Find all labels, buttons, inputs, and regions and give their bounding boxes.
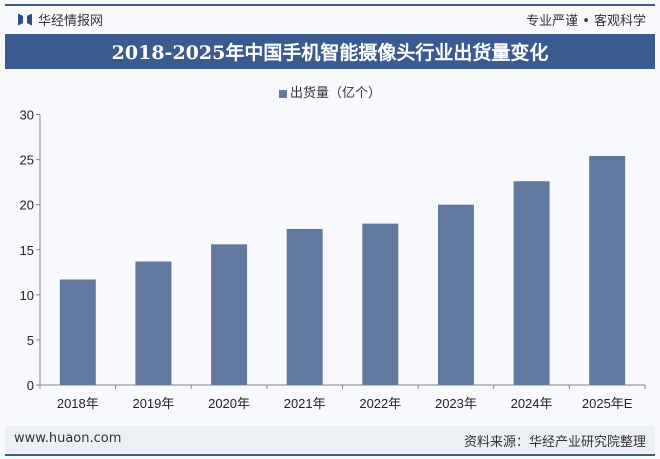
bar <box>513 181 550 385</box>
bar <box>59 279 96 385</box>
legend: 出货量（亿个） <box>0 82 660 101</box>
y-tick-label: 0 <box>27 378 34 393</box>
x-tick-label: 2019年 <box>132 396 174 411</box>
x-tick-label: 2024年 <box>511 396 553 411</box>
y-tick-label: 5 <box>27 333 34 348</box>
x-tick-label: 2020年 <box>208 396 250 411</box>
footer-source: 资料来源：华经产业研究院整理 <box>463 435 646 450</box>
bar <box>135 261 172 385</box>
y-tick-label: 25 <box>20 153 34 168</box>
chart-title: 2018-2025年中国手机智能摄像头行业出货量变化 <box>5 34 655 69</box>
x-tick-label: 2025年E <box>582 396 633 411</box>
x-tick-label: 2018年 <box>57 396 99 411</box>
legend-label: 出货量（亿个） <box>289 86 381 101</box>
y-tick-label: 30 <box>20 108 34 123</box>
bar <box>589 155 626 385</box>
bar <box>362 223 399 385</box>
brand: 华经情报网 <box>18 10 103 29</box>
y-tick-label: 20 <box>20 198 34 213</box>
bar <box>437 204 474 385</box>
x-tick-label: 2023年 <box>435 396 477 411</box>
bar <box>286 229 323 385</box>
top-rule <box>5 4 655 6</box>
x-tick-label: 2022年 <box>359 396 401 411</box>
footer-band <box>5 426 655 453</box>
y-tick-label: 15 <box>20 243 34 258</box>
footer-site: www.huaon.com <box>14 431 122 446</box>
slogan: 专业严谨 • 客观科学 <box>526 14 646 29</box>
bottom-rule <box>5 454 655 456</box>
brand-name: 华经情报网 <box>38 14 104 29</box>
y-tick-label: 10 <box>20 288 34 303</box>
legend-swatch <box>278 89 287 98</box>
x-tick-label: 2021年 <box>284 396 326 411</box>
bar <box>211 244 248 385</box>
